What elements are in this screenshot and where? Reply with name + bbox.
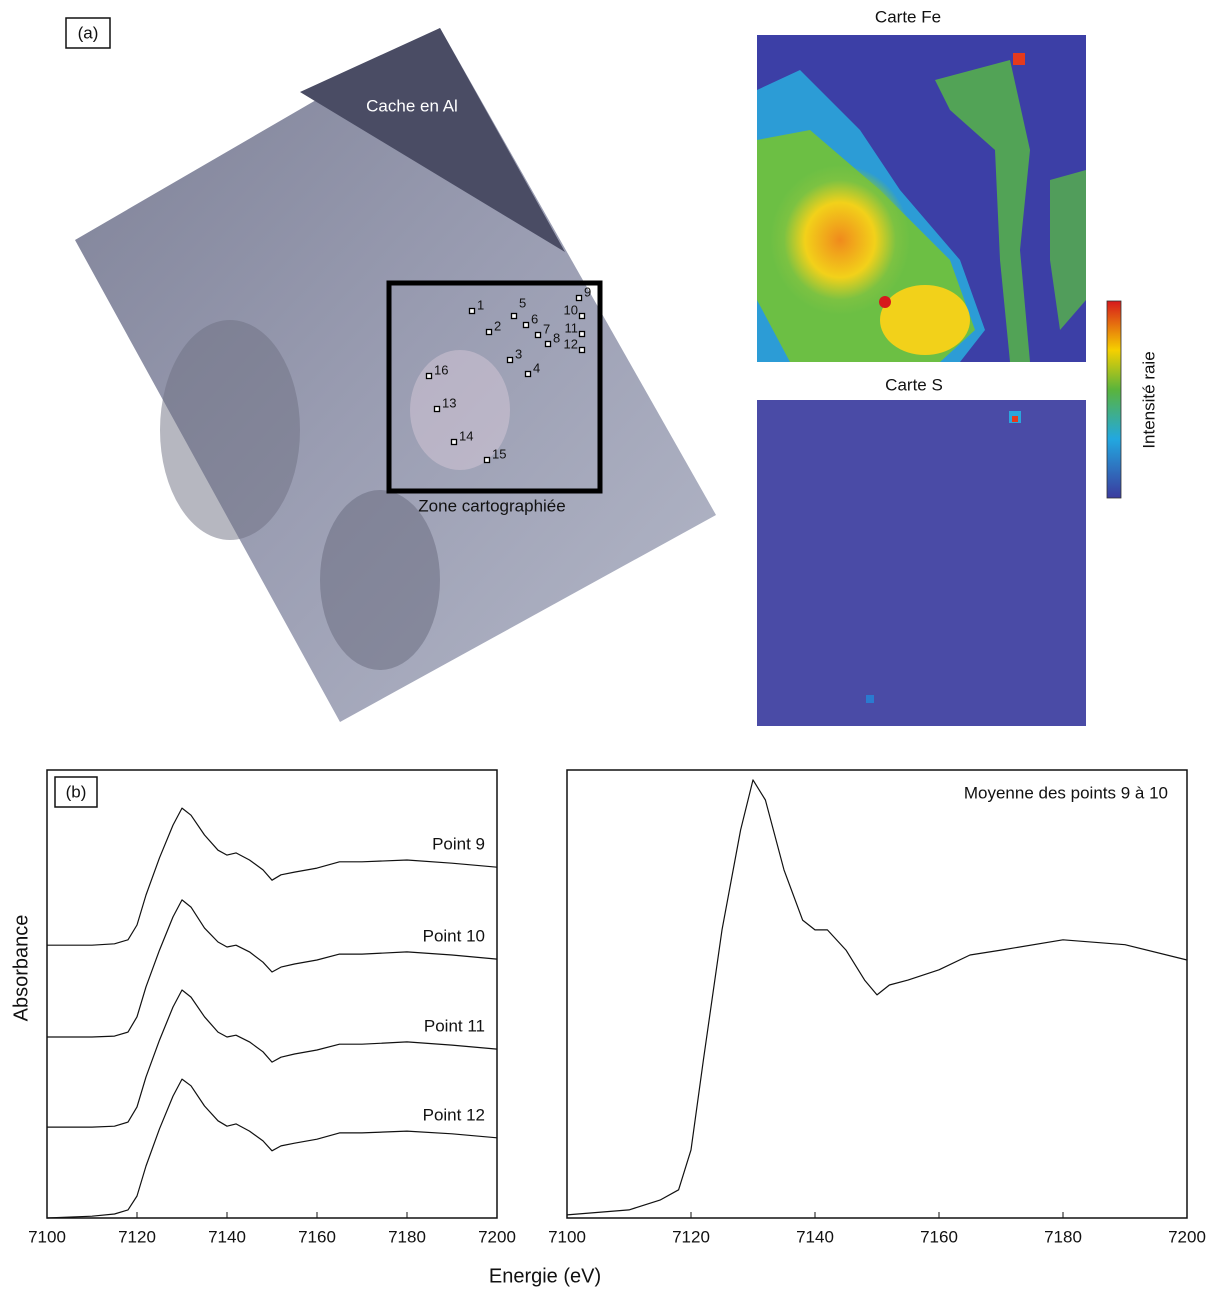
point-label: 7 bbox=[543, 321, 550, 336]
analysis-point bbox=[510, 312, 518, 320]
analysis-point bbox=[522, 321, 530, 329]
colorbar bbox=[1106, 300, 1122, 499]
x-tick-label: 7160 bbox=[920, 1227, 958, 1246]
analysis-point bbox=[524, 370, 532, 378]
spectrum bbox=[47, 807, 498, 946]
x-tick-label: 7140 bbox=[208, 1227, 246, 1246]
x-tick-label: 7120 bbox=[672, 1227, 710, 1246]
analysis-point bbox=[544, 340, 552, 348]
texture bbox=[410, 350, 510, 470]
point-label: 1 bbox=[477, 297, 484, 312]
hot-spot bbox=[879, 296, 891, 308]
map-region bbox=[935, 60, 1030, 362]
x-tick-label: 7200 bbox=[478, 1227, 516, 1246]
mask-label: Cache en Al bbox=[366, 96, 458, 115]
point-label: 8 bbox=[553, 330, 560, 345]
x-tick-label: 7100 bbox=[548, 1227, 586, 1246]
analysis-point bbox=[534, 331, 542, 339]
x-tick-label: 7180 bbox=[1044, 1227, 1082, 1246]
analysis-point bbox=[433, 405, 441, 413]
point-label: 6 bbox=[531, 311, 538, 326]
point-label: 5 bbox=[519, 295, 526, 310]
point-label: 3 bbox=[515, 346, 522, 361]
map-bg bbox=[757, 400, 1086, 726]
fe-map bbox=[757, 35, 1086, 362]
series-label: Point 11 bbox=[424, 1017, 485, 1036]
point-label: 9 bbox=[584, 284, 591, 299]
x-tick-label: 7120 bbox=[118, 1227, 156, 1246]
analysis-point bbox=[450, 438, 458, 446]
al-mask bbox=[300, 28, 565, 252]
x-axis-label: Energie (eV) bbox=[489, 1265, 601, 1287]
analysis-point bbox=[485, 328, 493, 336]
annotation: Moyenne des points 9 à 10 bbox=[964, 783, 1168, 802]
y-axis-label: Absorbance bbox=[10, 915, 32, 1022]
spectrum bbox=[47, 899, 498, 1038]
point-label: 2 bbox=[494, 318, 501, 333]
colorbar-label: Intensité raie bbox=[1139, 351, 1158, 448]
x-tick-label: 7160 bbox=[298, 1227, 336, 1246]
analysis-point bbox=[483, 456, 491, 464]
texture bbox=[320, 490, 440, 670]
mapped-zone bbox=[386, 280, 603, 494]
point-label: 13 bbox=[442, 395, 456, 410]
analysis-point bbox=[575, 294, 583, 302]
map-region bbox=[770, 165, 910, 315]
micrograph bbox=[75, 28, 716, 722]
spectrum bbox=[46, 1078, 498, 1219]
spectrum bbox=[47, 989, 498, 1128]
map-region bbox=[880, 285, 970, 355]
series-label: Point 9 bbox=[432, 835, 485, 854]
label-box bbox=[65, 17, 111, 49]
plot-frame bbox=[46, 769, 498, 1219]
point-label: 16 bbox=[434, 362, 448, 377]
hot-spot bbox=[1013, 53, 1025, 65]
hot-spot bbox=[1012, 416, 1018, 422]
map-title: Carte Fe bbox=[875, 7, 941, 26]
analysis-point bbox=[506, 356, 514, 364]
x-tick-label: 7140 bbox=[796, 1227, 834, 1246]
point-label: 14 bbox=[459, 428, 473, 443]
map-title: Carte S bbox=[885, 375, 943, 394]
analysis-point bbox=[578, 312, 586, 320]
x-tick-label: 7100 bbox=[28, 1227, 66, 1246]
panel-label: (b) bbox=[66, 782, 87, 801]
series-label: Point 12 bbox=[423, 1105, 485, 1124]
s-map bbox=[757, 400, 1086, 726]
analysis-point bbox=[578, 330, 586, 338]
map-region bbox=[1050, 170, 1086, 330]
point-label: 12 bbox=[564, 336, 578, 351]
series-label: Point 10 bbox=[423, 927, 485, 946]
point-label: 11 bbox=[565, 320, 579, 335]
spectrum bbox=[566, 779, 1188, 1216]
point-label: 15 bbox=[492, 446, 506, 461]
point-label: 10 bbox=[564, 302, 578, 317]
panel-label: (a) bbox=[78, 23, 99, 42]
analysis-point bbox=[468, 307, 476, 315]
texture bbox=[160, 320, 300, 540]
point-label: 4 bbox=[533, 360, 540, 375]
analysis-point bbox=[578, 346, 586, 354]
analysis-point bbox=[425, 372, 433, 380]
label-box bbox=[54, 776, 98, 808]
x-tick-label: 7180 bbox=[388, 1227, 426, 1246]
hot-spot bbox=[866, 695, 874, 703]
x-tick-label: 7200 bbox=[1168, 1227, 1206, 1246]
zone-label: Zone cartographiée bbox=[418, 496, 565, 515]
